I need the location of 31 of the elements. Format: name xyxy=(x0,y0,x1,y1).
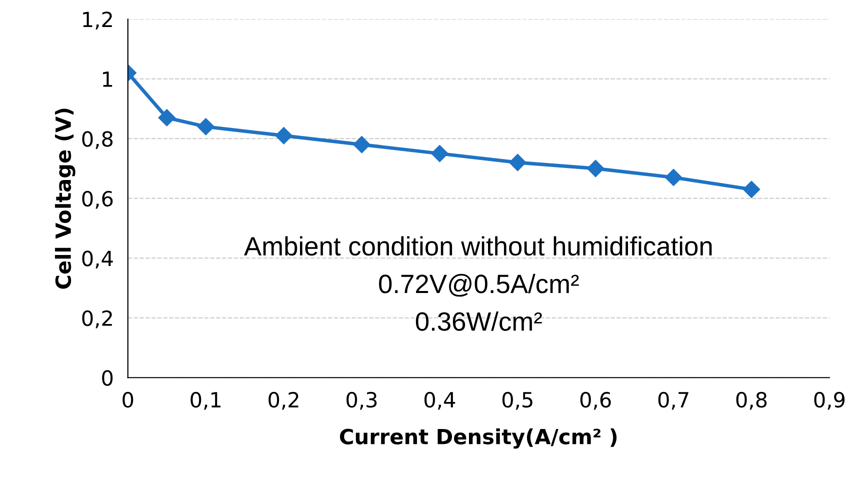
y-tick-label: 0,6 xyxy=(82,190,113,209)
point xyxy=(742,180,760,198)
y-tick-label: 0,8 xyxy=(82,131,113,149)
y-tick-label: 0,4 xyxy=(82,250,113,268)
x-axis-title: Current Density(A/cm² ) xyxy=(340,428,617,449)
x-tick-label: 0,1 xyxy=(190,392,220,410)
y-tick-label: 1,2 xyxy=(83,12,112,30)
x-tick-label: 0,8 xyxy=(736,392,767,410)
annotation: 0.36W/cm² xyxy=(416,312,542,331)
annotation: 0.72V@0.5A/cm² xyxy=(379,274,579,297)
y-axis-title: Cell Voltage (V) xyxy=(54,108,76,289)
point xyxy=(275,127,292,144)
point xyxy=(158,109,176,126)
x-tick-label: 0,4 xyxy=(424,392,456,410)
x-tick-label: 0,5 xyxy=(502,392,532,410)
point xyxy=(353,136,370,154)
point xyxy=(509,154,526,172)
x-tick-label: 0 xyxy=(122,392,134,408)
annotation: Ambient condition without humidification xyxy=(244,236,712,256)
x-tick-label: 0,3 xyxy=(346,392,377,410)
x-tick-label: 0,7 xyxy=(658,392,688,410)
y-tick-label: 0 xyxy=(102,370,113,386)
x-tick-label: 0,2 xyxy=(268,392,298,410)
x-tick-label: 0,9 xyxy=(814,392,845,410)
y-tick-label: 1 xyxy=(103,72,112,87)
point xyxy=(664,168,682,186)
point xyxy=(587,160,604,178)
x-tick-label: 0,6 xyxy=(580,392,611,410)
y-tick-label: 0,2 xyxy=(82,310,112,328)
point xyxy=(431,145,448,162)
point xyxy=(197,118,214,136)
